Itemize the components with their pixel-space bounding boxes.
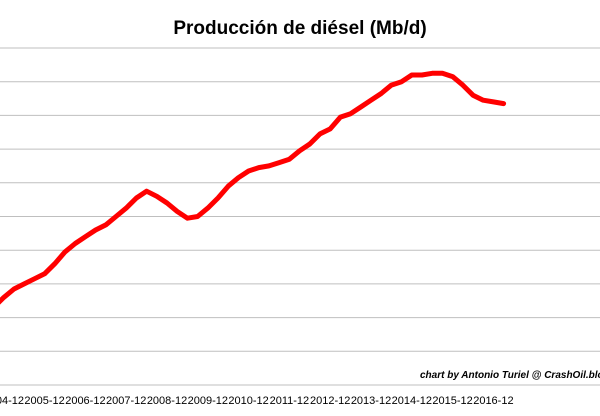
x-tick-label: 2015-12 xyxy=(432,395,472,407)
x-tick-label: 2004-12 xyxy=(0,395,24,407)
x-tick-label: 2008-12 xyxy=(147,395,187,407)
x-tick-label: 2009-12 xyxy=(188,395,228,407)
chart-title: Producción de diésel (Mb/d) xyxy=(173,18,426,39)
x-tick-label: 2012-12 xyxy=(310,395,350,407)
x-tick-label: 2005-12 xyxy=(24,395,64,407)
x-tick-label: 2016-12 xyxy=(473,395,513,407)
x-tick-label: 2011-12 xyxy=(270,395,310,407)
gridlines xyxy=(0,47,600,386)
series-line xyxy=(0,70,507,305)
x-tick-label: 2007-12 xyxy=(106,395,146,407)
x-tick-label: 2014-12 xyxy=(392,395,432,407)
chart-credit: chart by Antonio Turiel @ CrashOil.blogs… xyxy=(420,370,600,381)
x-tick-label: 2006-12 xyxy=(65,395,105,407)
x-tick-label: 2010-12 xyxy=(228,395,268,407)
x-axis-tick-labels: 2003-122004-122005-122006-122007-122008-… xyxy=(0,395,514,407)
x-tick-label: 2013-12 xyxy=(351,395,391,407)
